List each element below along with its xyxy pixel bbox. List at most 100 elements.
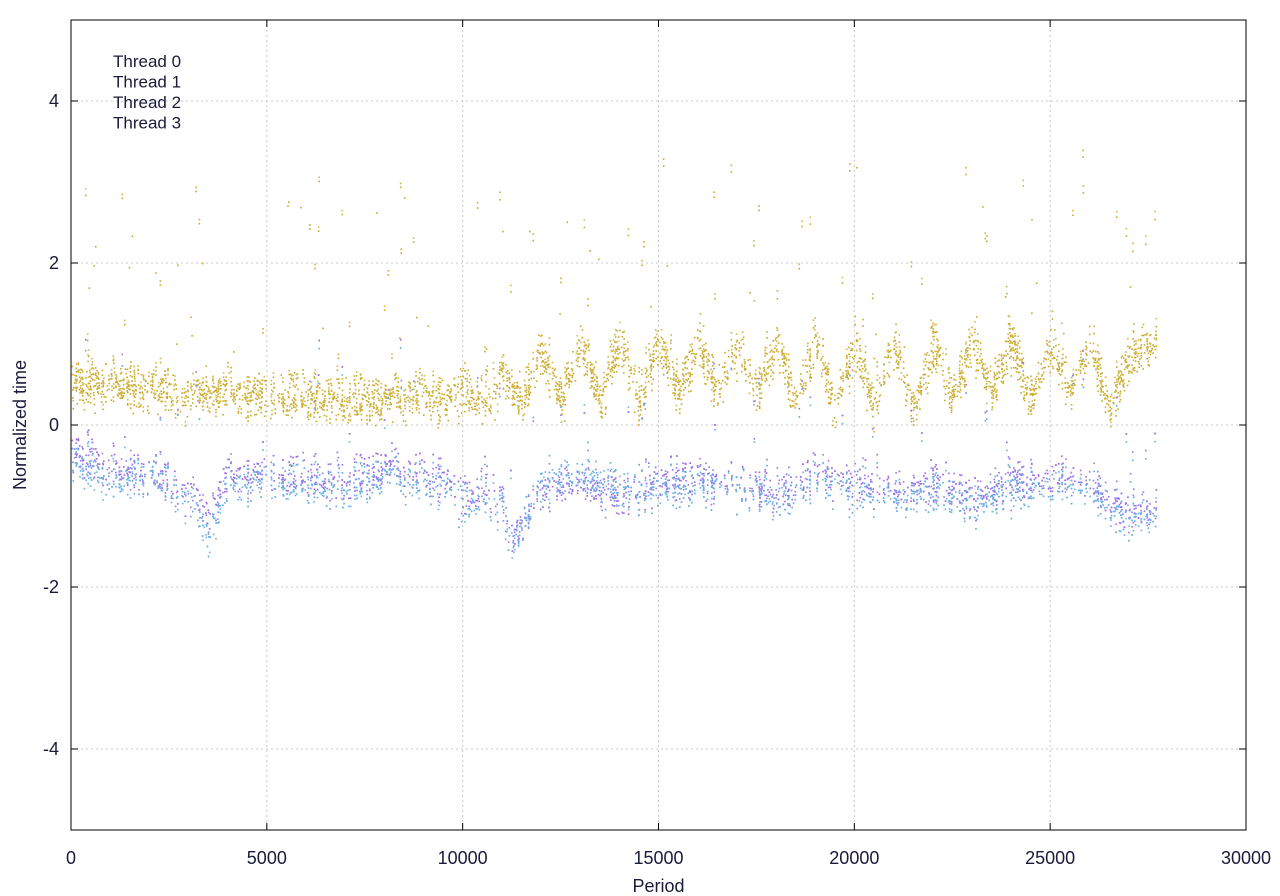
data-point: [469, 396, 472, 399]
data-point: [142, 394, 145, 396]
data-point: [524, 403, 527, 405]
data-point: [969, 332, 971, 335]
data-point: [639, 395, 641, 398]
data-point: [397, 401, 400, 404]
data-point: [86, 370, 88, 373]
data-point: [1109, 409, 1111, 412]
data-point: [529, 230, 531, 233]
data-point: [521, 396, 523, 398]
data-point: [300, 391, 303, 394]
data-point: [134, 380, 136, 382]
data-point: [448, 385, 450, 387]
data-point: [900, 356, 902, 359]
data-point: [665, 353, 667, 355]
data-point: [609, 340, 612, 342]
data-point: [569, 374, 571, 376]
data-point: [1037, 361, 1040, 364]
data-point: [883, 363, 885, 365]
data-point: [684, 362, 686, 365]
data-point: [703, 348, 705, 350]
data-point: [288, 369, 290, 372]
data-point: [650, 359, 652, 361]
data-point: [641, 264, 643, 266]
data-point: [910, 420, 913, 423]
data-point: [719, 396, 721, 398]
data-point: [516, 381, 519, 384]
data-point: [513, 397, 515, 399]
data-point: [902, 367, 905, 369]
data-point: [361, 377, 363, 379]
data-point: [226, 382, 228, 385]
data-point: [788, 390, 790, 392]
data-point: [910, 403, 912, 405]
data-point: [1008, 327, 1011, 330]
data-point: [1146, 358, 1149, 360]
data-point: [309, 228, 311, 230]
data-point: [702, 353, 705, 356]
data-point: [1079, 356, 1082, 359]
data-point: [1062, 353, 1064, 356]
data-point: [556, 394, 558, 396]
data-point: [824, 368, 826, 370]
data-point: [1044, 358, 1047, 360]
data-point: [614, 340, 616, 343]
data-point: [215, 387, 218, 390]
data-point: [673, 377, 675, 380]
data-point: [202, 262, 204, 265]
data-point: [621, 346, 623, 349]
data-point: [500, 361, 503, 364]
data-point: [617, 353, 619, 355]
data-point: [1124, 359, 1126, 362]
data-point: [454, 405, 456, 408]
data-point: [664, 348, 667, 351]
data-point: [1064, 387, 1067, 389]
data-point: [348, 419, 350, 421]
data-point: [736, 339, 738, 342]
data-point: [245, 387, 248, 389]
data-point: [472, 397, 474, 400]
data-point: [1014, 341, 1017, 343]
data-point: [887, 344, 890, 347]
data-point: [776, 298, 779, 300]
data-point: [701, 357, 704, 360]
data-point: [438, 418, 440, 421]
data-point: [679, 392, 681, 395]
data-point: [359, 373, 362, 375]
data-point: [974, 321, 976, 323]
data-point: [417, 400, 419, 402]
data-point: [209, 396, 211, 398]
data-point: [1009, 332, 1011, 334]
data-point: [72, 397, 74, 399]
data-point: [400, 248, 403, 250]
data-point: [397, 390, 400, 392]
data-point: [801, 385, 803, 388]
data-point: [714, 389, 717, 391]
data-point: [436, 409, 439, 412]
data-point: [486, 397, 488, 399]
data-point: [1128, 372, 1130, 374]
data-point: [712, 376, 715, 379]
data-point: [162, 391, 165, 394]
data-point: [148, 412, 150, 414]
data-point: [777, 351, 780, 353]
data-point: [827, 381, 830, 383]
data-point: [689, 381, 691, 383]
data-point: [1086, 354, 1088, 356]
data-point: [814, 334, 817, 336]
data-point: [689, 382, 691, 384]
data-point: [1016, 351, 1019, 354]
data-point: [466, 385, 468, 387]
data-point: [528, 379, 530, 381]
data-point: [644, 372, 647, 375]
data-point: [1017, 357, 1019, 360]
data-point: [1114, 376, 1116, 379]
data-point: [686, 367, 688, 370]
data-point: [82, 389, 85, 392]
data-point: [947, 392, 950, 394]
data-point: [359, 378, 362, 380]
data-point: [506, 395, 509, 397]
data-point: [587, 346, 589, 348]
data-point: [664, 341, 667, 344]
data-point: [415, 391, 417, 394]
data-point: [639, 405, 642, 407]
